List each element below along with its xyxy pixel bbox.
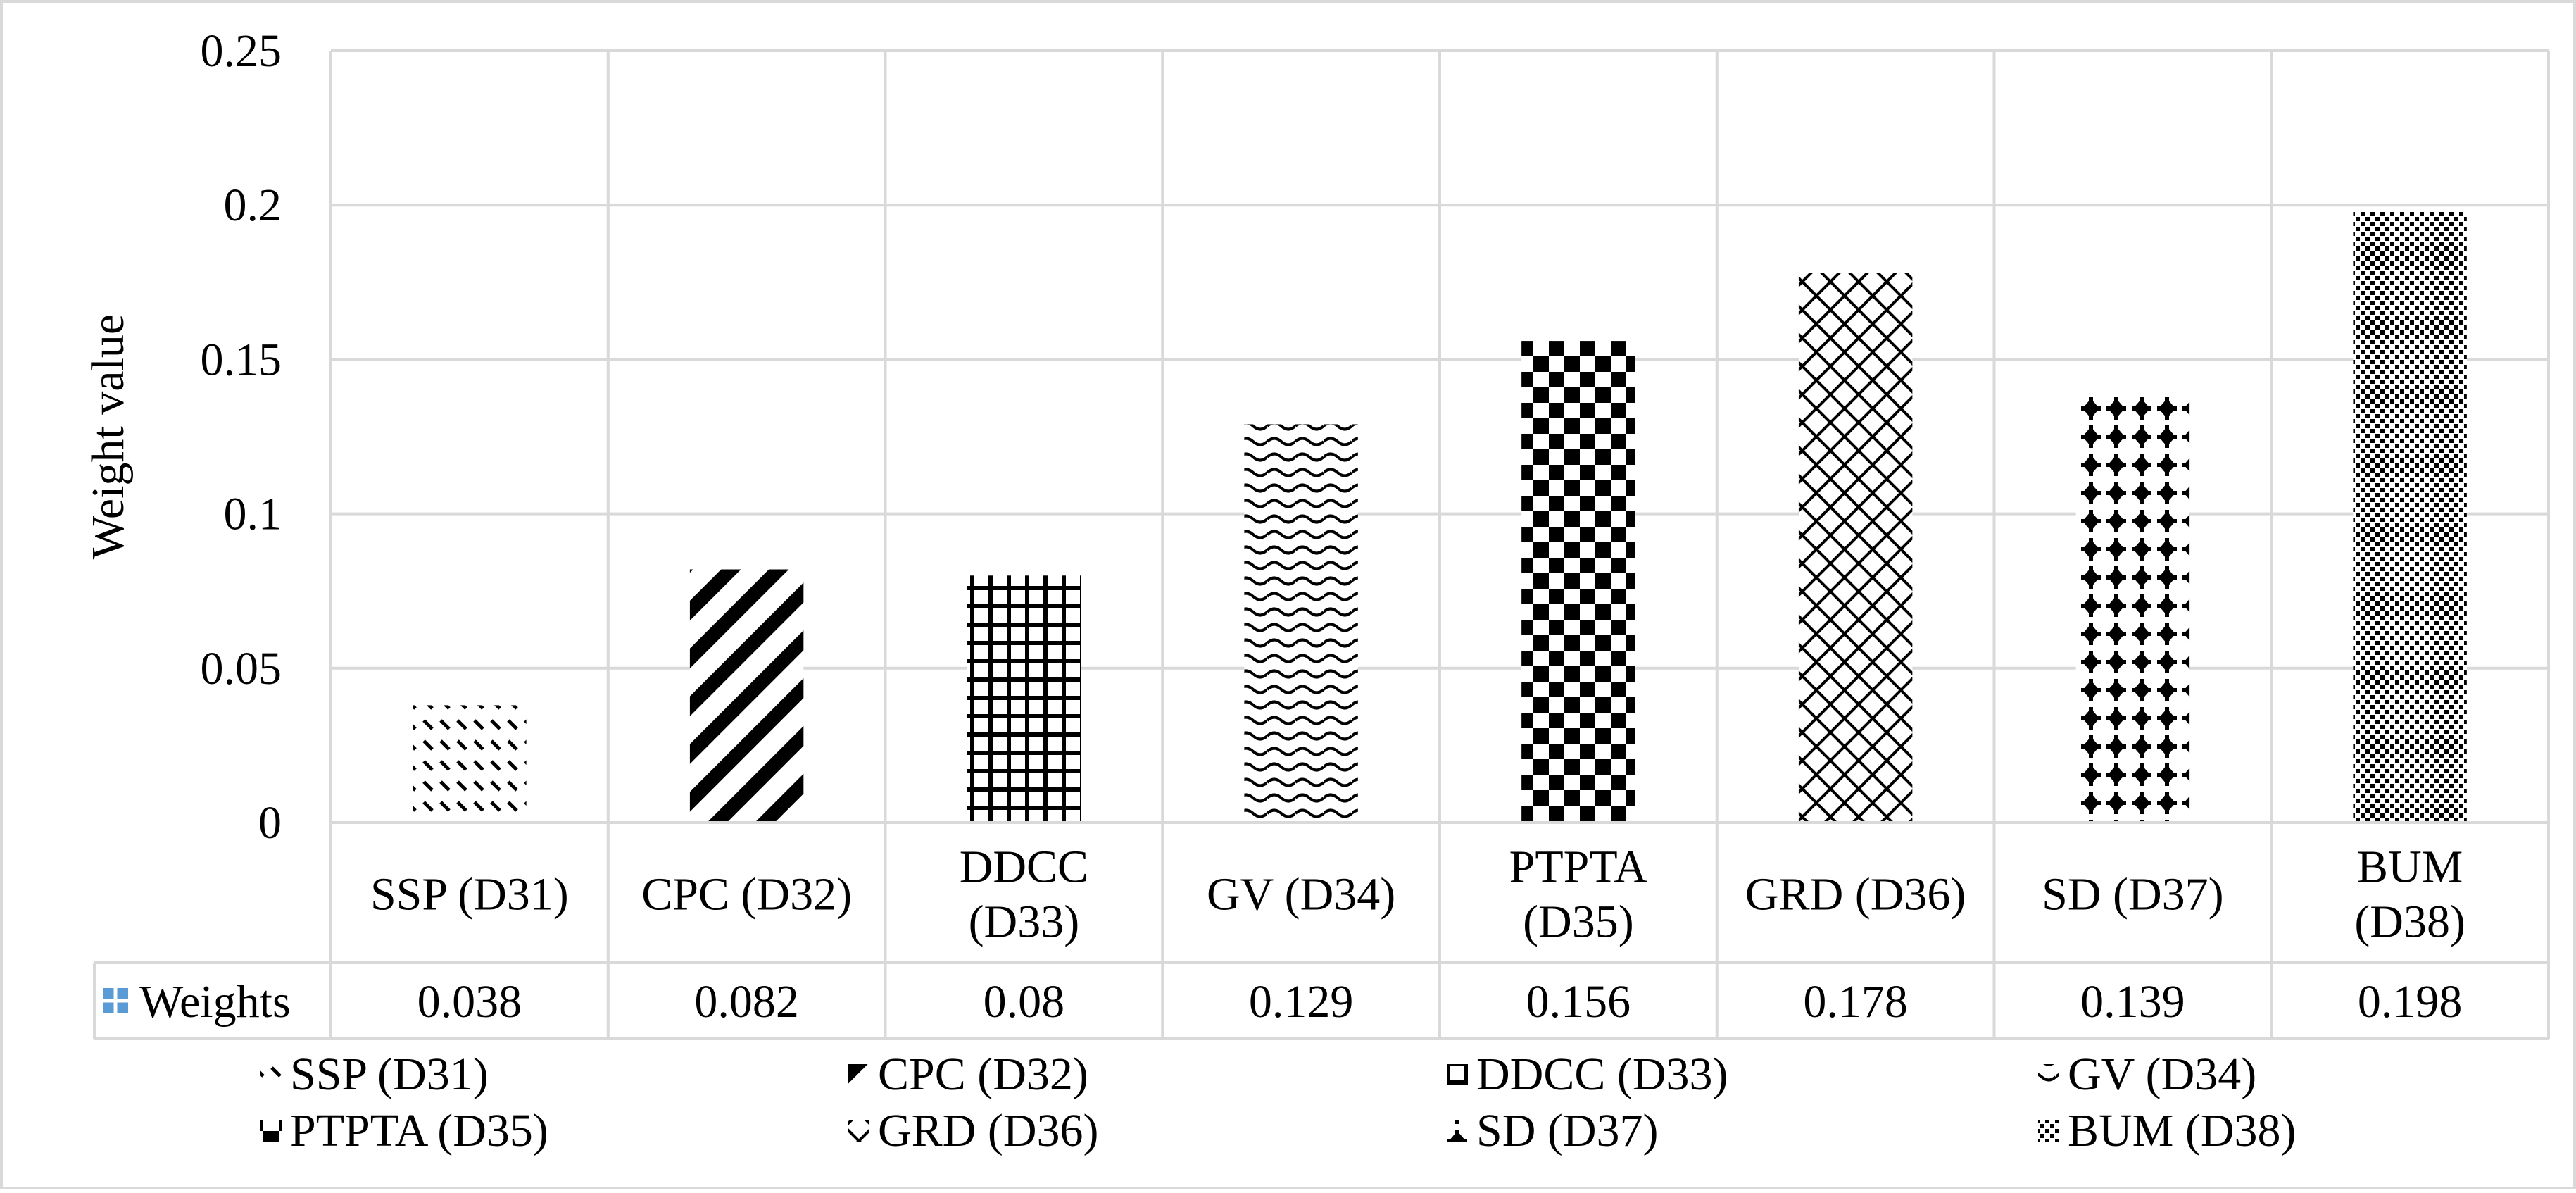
legend-label: GV (D34) [2068, 1049, 2256, 1100]
legend-label: PTPTA (D35) [290, 1105, 548, 1156]
bar-cpc-d32 [689, 569, 804, 823]
legend-swatch [1447, 1064, 1468, 1085]
legend-label: DDCC (D33) [1476, 1049, 1728, 1100]
data-value-label: 0.08 [984, 976, 1065, 1028]
series-legend-key-mark [103, 988, 128, 1013]
legend-label: GRD (D36) [878, 1105, 1098, 1156]
series-name-label: Weights [139, 976, 291, 1028]
legend-swatch [2038, 1120, 2059, 1142]
data-value-label: 0.038 [417, 976, 522, 1028]
x-category-label: (D38) [2354, 897, 2465, 948]
bar-gv-d34 [1244, 424, 1358, 823]
x-category-label: BUM [2357, 842, 2463, 893]
y-tick-label: 0 [258, 797, 282, 849]
legend-label: CPC (D32) [878, 1049, 1088, 1100]
data-value-label: 0.178 [1803, 976, 1908, 1028]
x-category-label: SD (D37) [2042, 869, 2224, 920]
legend-swatch [260, 1120, 282, 1142]
x-category-label: GV (D34) [1207, 869, 1395, 920]
y-tick-label: 0.1 [224, 489, 282, 540]
y-tick-label: 0.05 [201, 643, 282, 694]
x-category-label: (D35) [1523, 897, 1634, 948]
x-category-label: GRD (D36) [1745, 869, 1966, 920]
x-category-label: PTPTA [1509, 842, 1648, 893]
x-category-label: CPC (D32) [641, 869, 852, 920]
legend-label: SSP (D31) [290, 1049, 489, 1100]
x-category-label: DDCC [960, 842, 1088, 893]
data-value-label: 0.139 [2080, 976, 2185, 1028]
legend-swatch [848, 1120, 869, 1142]
bar-grd-d36 [1798, 273, 1913, 823]
legend-swatch [2038, 1064, 2059, 1085]
legend-label: BUM (D38) [2068, 1105, 2297, 1156]
bar-ptpta-d35 [1521, 341, 1635, 823]
data-value-label: 0.082 [694, 976, 799, 1028]
y-tick-label: 0.15 [201, 334, 282, 385]
legend-swatch [260, 1064, 282, 1085]
y-tick-label: 0.25 [201, 25, 282, 77]
y-axis-title: Weight value [82, 314, 134, 559]
legend-label: SD (D37) [1476, 1105, 1659, 1156]
bar-ddcc-d33 [967, 575, 1081, 823]
x-category-label: SSP (D31) [370, 869, 569, 920]
x-category-label: (D33) [969, 897, 1080, 948]
legend-swatch [848, 1064, 869, 1085]
bar-ssp-d31 [413, 705, 527, 823]
data-value-label: 0.129 [1249, 976, 1354, 1028]
bar-sd-d37 [2075, 393, 2190, 823]
data-value-label: 0.156 [1526, 976, 1631, 1028]
y-tick-label: 0.2 [224, 180, 282, 231]
bar-bum-d38 [2353, 211, 2467, 823]
legend-swatch [1447, 1120, 1468, 1142]
data-value-label: 0.198 [2358, 976, 2463, 1028]
